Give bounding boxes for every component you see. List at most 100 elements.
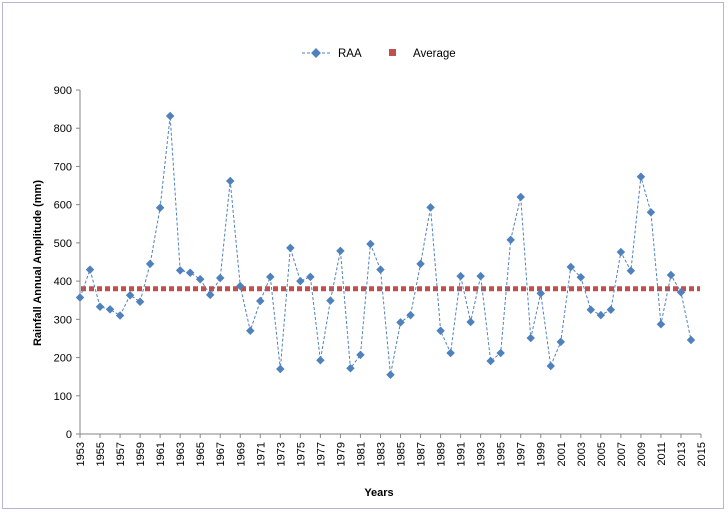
raa-point [306,272,315,282]
raa-series-points [75,111,696,379]
x-tick-label: 1987 [416,442,428,466]
raa-point [506,235,515,245]
raa-point [636,172,646,182]
raa-point [526,333,535,343]
raa-point [85,265,95,274]
x-tick-label: 1955 [95,442,107,466]
x-tick-label: 1957 [115,442,127,466]
x-tick-label: 2015 [696,442,708,466]
y-tick-label: 300 [54,314,72,326]
raa-point [476,271,485,281]
x-tick-label: 1999 [536,442,548,466]
x-tick-label: 1969 [235,442,247,466]
x-tick-label: 1993 [476,442,488,466]
raa-point [626,266,636,276]
x-tick-label: 1961 [155,442,167,466]
raa-point [406,310,415,320]
raa-point [266,272,275,282]
x-tick-label: 1953 [75,442,87,466]
raa-point [356,350,365,360]
raa-point [336,246,345,256]
raa-point [456,271,465,281]
legend-raa-marker [311,48,321,58]
raa-point [666,270,676,280]
y-axis-ticks: 0 100 200 300 400 500 600 700 800 900 [54,85,80,441]
raa-point [586,305,596,315]
x-tick-label: 1991 [456,442,468,466]
raa-point [686,335,696,345]
x-tick-label: 1963 [175,442,187,466]
raa-point [596,310,606,320]
raa-point [326,296,335,305]
x-tick-label: 2009 [636,442,648,466]
raa-point [496,348,505,358]
raa-point [205,290,215,300]
raa-point [536,289,545,298]
raa-point [296,276,305,286]
raa-point [616,247,626,257]
y-axis-title: Rainfall Annual Amplitude (mm) [32,180,44,346]
raa-point [165,111,175,121]
raa-point [185,268,195,277]
raa-point [466,317,475,327]
x-tick-label: 1965 [195,442,207,466]
x-axis-title: Years [364,487,393,499]
y-tick-label: 500 [54,238,72,250]
x-tick-label: 2013 [676,442,688,466]
y-tick-label: 600 [54,200,72,212]
raa-point [125,291,135,300]
raa-point [436,326,445,336]
x-tick-label: 1973 [275,442,287,466]
raa-point [286,243,295,253]
raa-point [145,259,155,269]
raa-point [366,239,375,249]
x-tick-label: 2005 [596,442,608,466]
raa-point [516,192,525,202]
x-tick-label: 1975 [295,442,307,466]
x-tick-label: 1997 [516,442,528,466]
raa-point [215,273,225,283]
raa-point [236,281,245,291]
x-tick-label: 1983 [375,442,387,466]
x-tick-label: 1989 [436,442,448,466]
raa-point [246,326,255,336]
raa-point [115,311,125,320]
raa-point [225,176,235,186]
x-tick-label: 2001 [556,442,568,466]
x-tick-label: 2003 [576,442,588,466]
x-tick-label: 2011 [656,442,668,466]
raa-point [656,320,666,329]
x-tick-label: 1959 [135,442,147,466]
x-tick-label: 1979 [335,442,347,466]
x-tick-label: 1977 [315,442,327,466]
raa-series-line [79,115,692,375]
legend-average-label: Average [413,48,456,60]
raa-point [316,355,325,365]
raa-point [426,203,435,212]
legend-average-marker [389,49,396,56]
raa-point [566,262,576,272]
raa-point [416,259,425,269]
raa-point [75,293,85,302]
raa-point [195,274,205,284]
legend-raa-label: RAA [338,48,362,60]
x-tick-label: 1981 [355,442,367,466]
raa-point [95,302,105,311]
x-tick-label: 1971 [255,442,267,466]
raa-point [155,203,165,212]
y-tick-label: 800 [54,123,72,135]
x-tick-label: 1995 [496,442,508,466]
x-tick-label: 2007 [616,442,628,466]
x-axis-ticks: 1953 1955 1957 1959 1961 1963 1965 1967 1969 1971… [75,434,708,466]
x-tick-label: 1985 [396,442,408,466]
raa-point [376,265,385,274]
raa-point [556,337,566,347]
y-tick-label: 200 [54,353,72,365]
y-tick-label: 700 [54,161,72,173]
raa-point [646,208,656,217]
y-tick-label: 400 [54,276,72,288]
raa-point [606,305,616,315]
raa-point [346,364,355,373]
raa-point [576,273,586,282]
